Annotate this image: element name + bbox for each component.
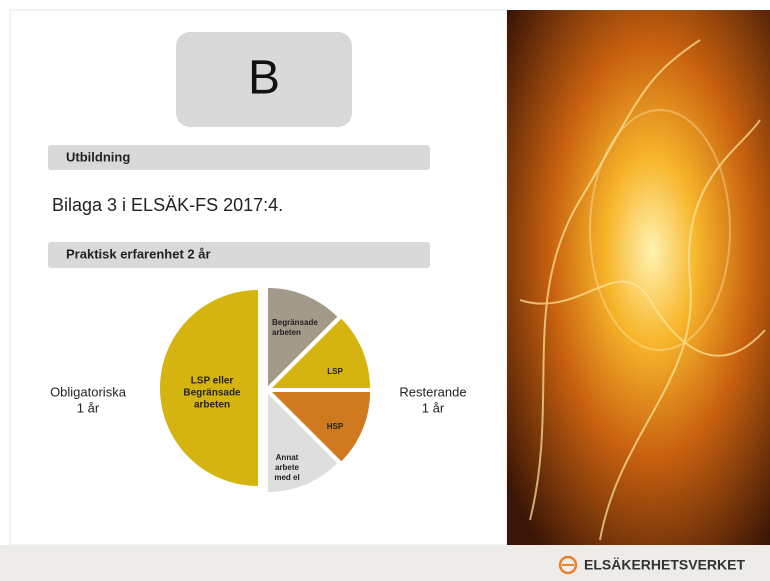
pie-segment <box>272 318 370 388</box>
footer-bar <box>0 545 770 581</box>
badge: B <box>248 52 280 105</box>
photo <box>507 10 770 545</box>
heading-bar <box>48 242 430 268</box>
segment-label: Begränsade <box>272 318 318 327</box>
segment-label: LSP eller <box>191 376 234 387</box>
logo-text: ELSÄKERHETSVERKET <box>584 557 745 573</box>
segment-label: med el <box>274 473 299 482</box>
segment-label: HSP <box>327 422 344 431</box>
side-label: 1 år <box>422 400 445 415</box>
side-label: Resterande <box>399 384 466 399</box>
pie-segment <box>160 290 258 486</box>
pie-segment <box>268 288 338 386</box>
logo-icon <box>558 555 578 575</box>
photo-filaments <box>519 39 766 541</box>
side-label: 1 år <box>77 400 100 415</box>
side-label: Obligatoriska <box>50 384 127 399</box>
segment-label: LSP <box>327 367 343 376</box>
segment-label: Annat <box>276 453 299 462</box>
segment-label: arbeten <box>194 400 230 411</box>
pie-segment <box>268 394 338 492</box>
pie-segment <box>272 392 370 462</box>
body-text: Bilaga 3 i ELSÄK-FS 2017:4. <box>52 195 283 215</box>
badge-box <box>176 32 352 127</box>
segment-label: arbete <box>275 463 300 472</box>
heading-bar <box>48 145 430 170</box>
heading: Utbildning <box>66 149 130 164</box>
segment-label: Begränsade <box>183 388 241 399</box>
heading: Praktisk erfarenhet 2 år <box>66 246 211 261</box>
segment-label: arbeten <box>272 328 301 337</box>
